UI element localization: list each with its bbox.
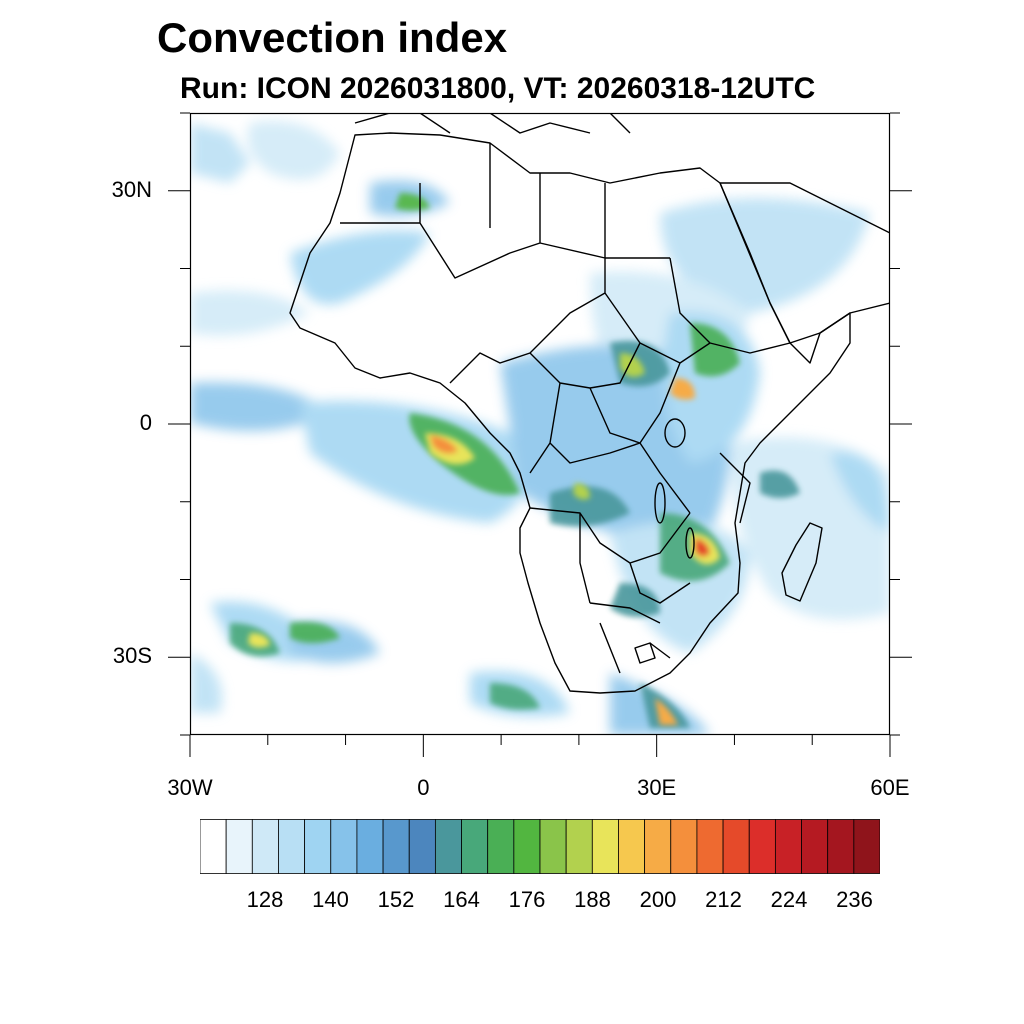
colorbar-bin xyxy=(748,819,776,874)
cloud-nw-swirl xyxy=(247,121,340,180)
colorbar-label: 188 xyxy=(574,887,611,912)
colorbar-bin xyxy=(382,819,410,874)
colorbar-label: 128 xyxy=(246,887,284,912)
colorbar-label: 224 xyxy=(770,887,808,912)
colorbar-bin xyxy=(304,819,332,874)
cloud-e-ocean xyxy=(830,452,890,533)
colorbar-bin xyxy=(487,819,515,874)
colorbar-bin xyxy=(591,819,619,874)
colorbar-label: 212 xyxy=(705,887,742,912)
colorbar xyxy=(200,819,880,874)
x-tick-label: 30E xyxy=(637,775,677,800)
africa-coastline xyxy=(289,132,851,694)
y-tick-label: 30N xyxy=(111,176,152,202)
madagascar-coastline xyxy=(781,522,823,602)
colorbar-bin xyxy=(513,819,541,874)
colorbar-bin xyxy=(434,819,462,874)
convection-map xyxy=(168,112,912,757)
colorbar-bin xyxy=(539,819,567,874)
colorbar-bin xyxy=(722,819,750,874)
colorbar-bin xyxy=(200,819,227,874)
colorbar-bin xyxy=(330,819,358,874)
colorbar-label: 236 xyxy=(836,887,873,912)
colorbar-bin xyxy=(644,819,672,874)
cloud-west-africa-coast xyxy=(190,382,330,431)
convection-field-light xyxy=(190,121,890,735)
cloud-sw-corner xyxy=(190,653,222,713)
colorbar-label: 152 xyxy=(377,887,415,912)
chart-title: Convection index xyxy=(157,14,508,61)
colorbar-bin xyxy=(696,819,724,874)
axis-ticks xyxy=(168,112,912,757)
colorbar-bin xyxy=(356,819,384,874)
colorbar-bin xyxy=(853,819,880,874)
colorbar-label: 164 xyxy=(443,887,480,912)
colorbar-bin xyxy=(408,819,436,874)
country-borders xyxy=(340,143,791,674)
x-tick-label: 0 xyxy=(417,775,430,800)
chart-subtitle: Run: ICON 2026031800, VT: 20260318-12UTC xyxy=(180,72,816,105)
cloud-nw-atlantic xyxy=(190,123,250,183)
colorbar-bin xyxy=(618,819,646,874)
colorbar-bin xyxy=(565,819,593,874)
colorbar-bin xyxy=(801,819,829,874)
cloud-west-atlantic-north xyxy=(190,290,310,336)
arabia-coastline xyxy=(719,182,890,344)
colorbar-bin xyxy=(461,819,489,874)
map-frame xyxy=(189,112,891,736)
coastlines-borders xyxy=(289,113,890,694)
y-tick-label: 0 xyxy=(139,410,152,435)
colorbar-bin xyxy=(251,819,279,874)
x-tick-label: 30W xyxy=(167,775,213,800)
x-tick-label: 60E xyxy=(870,775,910,800)
colorbar-bin xyxy=(278,819,306,874)
colorbar-label: 140 xyxy=(312,887,349,912)
colorbar-label: 200 xyxy=(639,887,677,912)
cloud-red-sea xyxy=(660,198,870,313)
colorbar-bin xyxy=(225,819,253,874)
colorbar-bin xyxy=(670,819,698,874)
cloud-guinea xyxy=(300,401,526,523)
colorbar-bin xyxy=(827,819,855,874)
colorbar-label: 176 xyxy=(508,887,546,912)
cloud-north-africa xyxy=(290,230,430,305)
y-tick-label: 30S xyxy=(112,643,152,669)
colorbar-bin xyxy=(774,819,802,874)
